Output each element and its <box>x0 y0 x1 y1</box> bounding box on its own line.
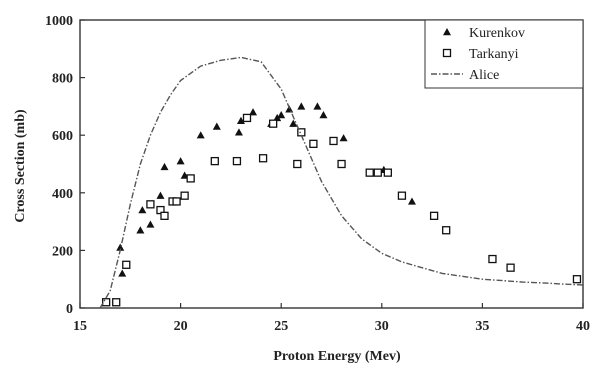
tarkanyi-point <box>488 254 497 264</box>
y-tick-label: 1000 <box>45 14 73 29</box>
kurenkov-point <box>319 111 328 119</box>
tarkanyi-point <box>293 159 302 169</box>
series-line-alice <box>99 56 584 309</box>
x-axis-title: Proton Energy (Mev) <box>273 349 401 364</box>
y-axis-ticks: 0 200 400 600 800 1000 <box>45 14 85 317</box>
x-tick-label: 30 <box>375 319 389 334</box>
kurenkov-point <box>249 108 258 116</box>
kurenkov-point <box>176 157 185 165</box>
tarkanyi-point <box>210 156 219 166</box>
kurenkov-point <box>313 102 322 110</box>
tarkanyi-point <box>442 226 451 235</box>
legend: Kurenkov Tarkanyi Alice <box>424 19 584 89</box>
x-tick-label: 35 <box>475 319 489 334</box>
y-axis-title: Cross Section (mb) <box>13 109 28 223</box>
kurenkov-point <box>138 206 147 214</box>
x-tick-label: 40 <box>576 319 590 334</box>
tarkanyi-point <box>146 200 155 209</box>
tarkanyi-point <box>102 298 111 307</box>
kurenkov-point <box>236 116 245 124</box>
tarkanyi-point <box>122 260 131 269</box>
kurenkov-point <box>407 197 416 205</box>
tarkanyi-point <box>429 211 439 220</box>
tarkanyi-point <box>172 197 181 206</box>
kurenkov-point <box>136 226 145 234</box>
y-tick-label: 400 <box>52 187 73 202</box>
y-tick-label: 600 <box>52 129 73 144</box>
legend-box <box>424 19 584 89</box>
kurenkov-point <box>339 134 348 142</box>
tarkanyi-point <box>572 275 582 284</box>
kurenkov-point <box>116 243 125 251</box>
x-tick-label: 15 <box>73 319 87 334</box>
kurenkov-point <box>156 191 165 199</box>
tarkanyi-point <box>160 211 169 220</box>
y-tick-label: 0 <box>66 302 73 317</box>
plot-frame <box>79 19 584 309</box>
tarkanyi-point <box>242 113 252 123</box>
tarkanyi-point <box>506 263 515 272</box>
tarkanyi-point <box>373 168 382 177</box>
kurenkov-point <box>234 128 243 136</box>
kurenkov-point <box>196 131 205 139</box>
tarkanyi-point <box>383 168 392 177</box>
kurenkov-point <box>118 269 127 277</box>
legend-swatch-kurenkov <box>443 28 451 36</box>
y-tick-label: 200 <box>52 244 73 259</box>
tarkanyi-point <box>186 174 195 183</box>
plot-area <box>79 19 584 309</box>
kurenkov-point <box>146 220 155 228</box>
kurenkov-point <box>297 102 306 110</box>
legend-label: Alice <box>469 68 499 83</box>
legend-swatch-tarkanyi <box>442 48 452 58</box>
tarkanyi-point <box>232 156 242 166</box>
y-tick-label: 800 <box>52 72 73 87</box>
series-layer <box>99 56 584 309</box>
tarkanyi-point <box>309 139 318 148</box>
legend-label: Kurenkov <box>469 26 525 41</box>
tarkanyi-point <box>180 191 189 200</box>
tarkanyi-point <box>337 159 346 169</box>
tarkanyi-point <box>365 168 374 177</box>
x-tick-label: 20 <box>174 319 188 334</box>
tarkanyi-point <box>269 119 278 128</box>
x-axis-ticks: 15 20 25 30 35 40 <box>73 303 590 334</box>
legend-label: Tarkanyi <box>469 47 519 62</box>
kurenkov-point <box>289 119 298 127</box>
tarkanyi-point <box>258 154 268 163</box>
kurenkov-point <box>160 162 169 171</box>
tarkanyi-point <box>397 191 407 200</box>
x-tick-label: 25 <box>274 319 288 334</box>
tarkanyi-point <box>329 136 338 146</box>
kurenkov-point <box>212 122 221 130</box>
tarkanyi-point <box>112 298 121 307</box>
kurenkov-point <box>277 111 286 119</box>
kurenkov-point <box>273 113 282 122</box>
